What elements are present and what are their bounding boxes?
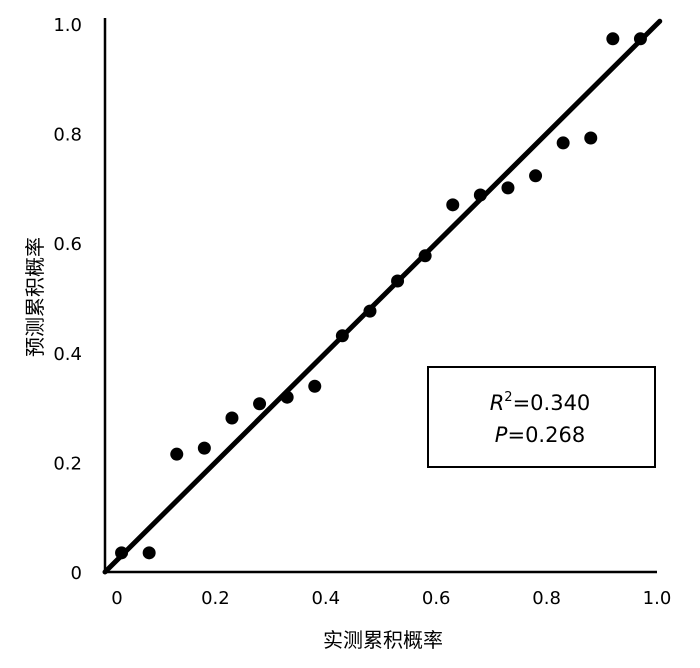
data-point [418, 249, 432, 263]
x-tick-label: 1.0 [643, 588, 672, 609]
data-point [363, 304, 377, 318]
y-tick-label: 1.0 [53, 15, 82, 36]
data-point [606, 32, 620, 46]
x-tick-label: 0.8 [532, 588, 561, 609]
stats-box [427, 366, 656, 468]
data-point [473, 188, 487, 202]
y-tick-label: 0.4 [53, 344, 82, 365]
data-point [280, 390, 294, 404]
x-tick-label: 0.4 [311, 588, 340, 609]
data-point [253, 397, 267, 411]
y-tick-label: 0 [71, 563, 82, 584]
data-point [556, 136, 570, 150]
data-point [446, 198, 460, 212]
x-tick-label: 0.6 [422, 588, 451, 609]
data-point [335, 329, 349, 343]
data-point [225, 411, 239, 425]
data-point [529, 169, 543, 183]
data-point [197, 441, 211, 455]
y-tick-label: 0.6 [53, 234, 82, 255]
y-tick-label: 0.2 [53, 453, 82, 474]
data-point [142, 546, 156, 560]
y-tick-label: 0.8 [53, 125, 82, 146]
reference-line [102, 18, 663, 575]
x-axis-label: 实测累积概率 [323, 628, 443, 652]
data-point [584, 131, 598, 145]
p-annotation: P=0.268 [495, 423, 585, 447]
r2-annotation: R2=0.340 [490, 390, 591, 415]
data-point [115, 546, 129, 560]
x-tick-label: 0 [111, 588, 122, 609]
y-axis-label: 预测累积概率 [23, 237, 47, 357]
data-point [501, 181, 515, 195]
data-point [308, 379, 322, 393]
data-point [633, 32, 647, 46]
data-point [170, 447, 184, 461]
data-point [391, 274, 405, 288]
x-tick-label: 0.2 [201, 588, 230, 609]
